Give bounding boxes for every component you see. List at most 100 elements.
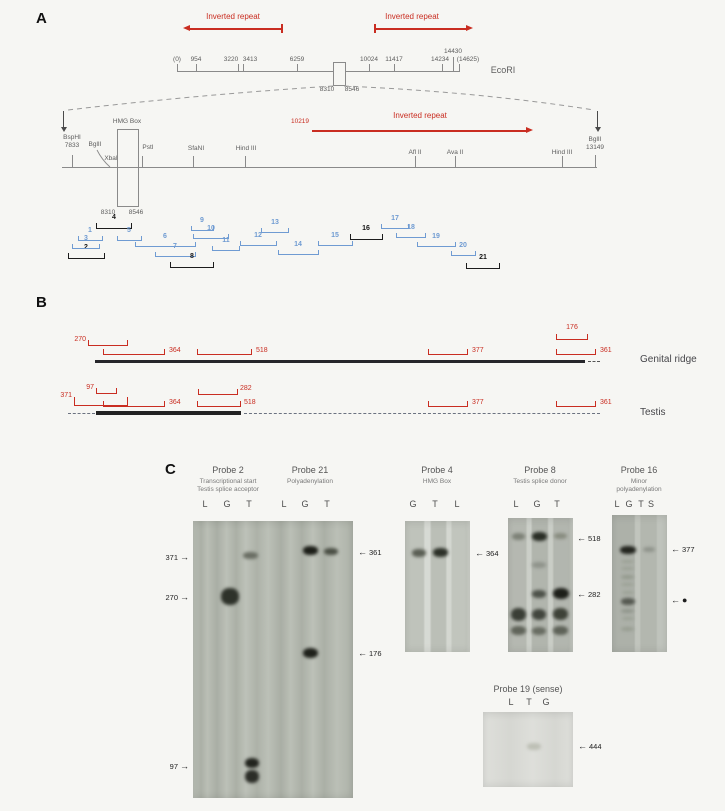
band-364-T bbox=[433, 548, 448, 557]
panel-a-label: A bbox=[36, 10, 47, 27]
fragment-size: 97 bbox=[86, 384, 94, 391]
arrow-right-icon bbox=[466, 25, 473, 31]
tick bbox=[455, 156, 456, 168]
tick bbox=[595, 155, 596, 168]
probe-num: 21 bbox=[479, 254, 487, 261]
probe-num: 13 bbox=[271, 219, 279, 226]
band-dot-L bbox=[621, 598, 635, 605]
site-hindiii-left: Hind III bbox=[235, 145, 257, 152]
lane-label: L bbox=[454, 499, 460, 509]
probe-bracket-7 bbox=[155, 252, 196, 257]
testis-bracket-371 bbox=[74, 397, 128, 406]
probe-num: 14 bbox=[294, 241, 302, 248]
probe-bracket-11 bbox=[212, 246, 240, 251]
gel-probe19 bbox=[483, 712, 573, 787]
blot-title: Probe 8 bbox=[524, 465, 556, 475]
hmg-box bbox=[117, 129, 139, 207]
hmg-box-coord-right: 8546 bbox=[128, 209, 144, 216]
repeat-end-bar bbox=[281, 24, 283, 33]
tick bbox=[394, 64, 395, 72]
ladder-band bbox=[621, 567, 634, 570]
gr-bracket-361 bbox=[556, 349, 596, 355]
ecori-label: EcoRI bbox=[490, 65, 516, 75]
probe-bracket-19 bbox=[417, 242, 456, 247]
size-marker-377: ← 377 bbox=[671, 544, 695, 555]
probe-bracket-18 bbox=[396, 233, 426, 238]
top-tick-label: 14234 bbox=[430, 56, 450, 63]
arrow-right-icon: → bbox=[180, 592, 189, 602]
marker-size: 176 bbox=[369, 649, 382, 658]
top-map-line bbox=[177, 71, 460, 72]
site-psti: PstI bbox=[142, 144, 154, 151]
ladder-band bbox=[622, 617, 634, 620]
probe-num: 2 bbox=[84, 244, 88, 251]
lane-label: G bbox=[625, 499, 633, 509]
testis-bracket-97 bbox=[96, 388, 117, 394]
fragment-size: 364 bbox=[169, 347, 181, 354]
blot-title: Probe 2 bbox=[212, 465, 244, 475]
size-marker-176: ← 176 bbox=[358, 648, 382, 659]
marker-size: 361 bbox=[369, 548, 382, 557]
tick bbox=[193, 156, 194, 168]
probe-num: 17 bbox=[391, 215, 399, 222]
lane-label: T bbox=[246, 499, 252, 509]
inverted-repeat-left-arrow bbox=[189, 28, 281, 30]
testis-lead-dash bbox=[68, 413, 95, 414]
arrow-left-icon: ← bbox=[671, 544, 680, 554]
marker-size: 270 bbox=[165, 593, 178, 602]
gel-probe16 bbox=[612, 515, 667, 652]
top-tick-label: 6259 bbox=[289, 56, 305, 63]
inverted-repeat-right-label: Inverted repeat bbox=[385, 12, 439, 21]
probe-bracket-5 bbox=[117, 236, 142, 241]
band-bg2-G bbox=[532, 627, 546, 635]
down-arrow-right bbox=[597, 111, 599, 127]
lane-label: L bbox=[513, 499, 519, 509]
probe-bracket-6 bbox=[135, 242, 196, 247]
hmg-box-label: HMG Box bbox=[112, 118, 142, 125]
blot-subtitle: Testis splice acceptor bbox=[197, 486, 259, 493]
probe-num: 6 bbox=[163, 233, 167, 240]
inverted-repeat-right-arrow bbox=[375, 28, 466, 30]
ladder-band bbox=[621, 560, 634, 563]
down-arrow-right-icon bbox=[594, 127, 601, 132]
lane-label: T bbox=[526, 697, 532, 707]
blot-subtitle: Transcriptional start bbox=[199, 478, 257, 485]
ladder-band bbox=[621, 583, 634, 586]
marker-size: 282 bbox=[588, 590, 601, 599]
lane-label: L bbox=[202, 499, 208, 509]
testis-bracket-364 bbox=[103, 401, 165, 407]
tick bbox=[72, 155, 73, 168]
genital-ridge-transcript-line bbox=[95, 360, 585, 363]
site-aflii: Afl II bbox=[408, 149, 422, 156]
down-arrow-left bbox=[63, 111, 65, 127]
band-364-G bbox=[412, 549, 426, 557]
tick bbox=[562, 156, 563, 168]
testis-bracket-518 bbox=[197, 401, 241, 407]
blot-subtitle: Polyadenylation bbox=[287, 478, 333, 485]
probe-num: 5 bbox=[127, 227, 131, 234]
arrow-left-icon: ← bbox=[358, 648, 367, 658]
probe-bracket-15 bbox=[318, 241, 353, 246]
band-377-L bbox=[620, 546, 636, 554]
top-tick-label: (0) bbox=[173, 56, 181, 63]
gel-probe4 bbox=[405, 521, 470, 652]
probe-num: 16 bbox=[362, 225, 370, 232]
probe-num: 7 bbox=[173, 243, 177, 250]
repeat-start-pos: 10219 bbox=[290, 118, 310, 125]
site-xbai: XbaI bbox=[104, 155, 118, 162]
probe-bracket-14 bbox=[278, 250, 319, 255]
gr-bracket-176 bbox=[556, 334, 588, 340]
lane-label: G bbox=[223, 499, 231, 509]
marker-size: 97 bbox=[169, 762, 178, 771]
band-176-G bbox=[303, 648, 318, 658]
fragment-size: 371 bbox=[60, 392, 72, 399]
arrow-left-icon: ← bbox=[358, 547, 367, 557]
probe-bracket-2 bbox=[68, 253, 105, 259]
lane-label: G bbox=[409, 499, 417, 509]
testis-bracket-282 bbox=[198, 389, 238, 395]
tick bbox=[442, 64, 443, 72]
probe-num: 3 bbox=[84, 235, 88, 242]
top-tick-label: 14430 bbox=[443, 48, 463, 55]
box-coord-right: 8546 bbox=[344, 86, 360, 93]
size-marker-444: ← 444 bbox=[578, 742, 602, 752]
